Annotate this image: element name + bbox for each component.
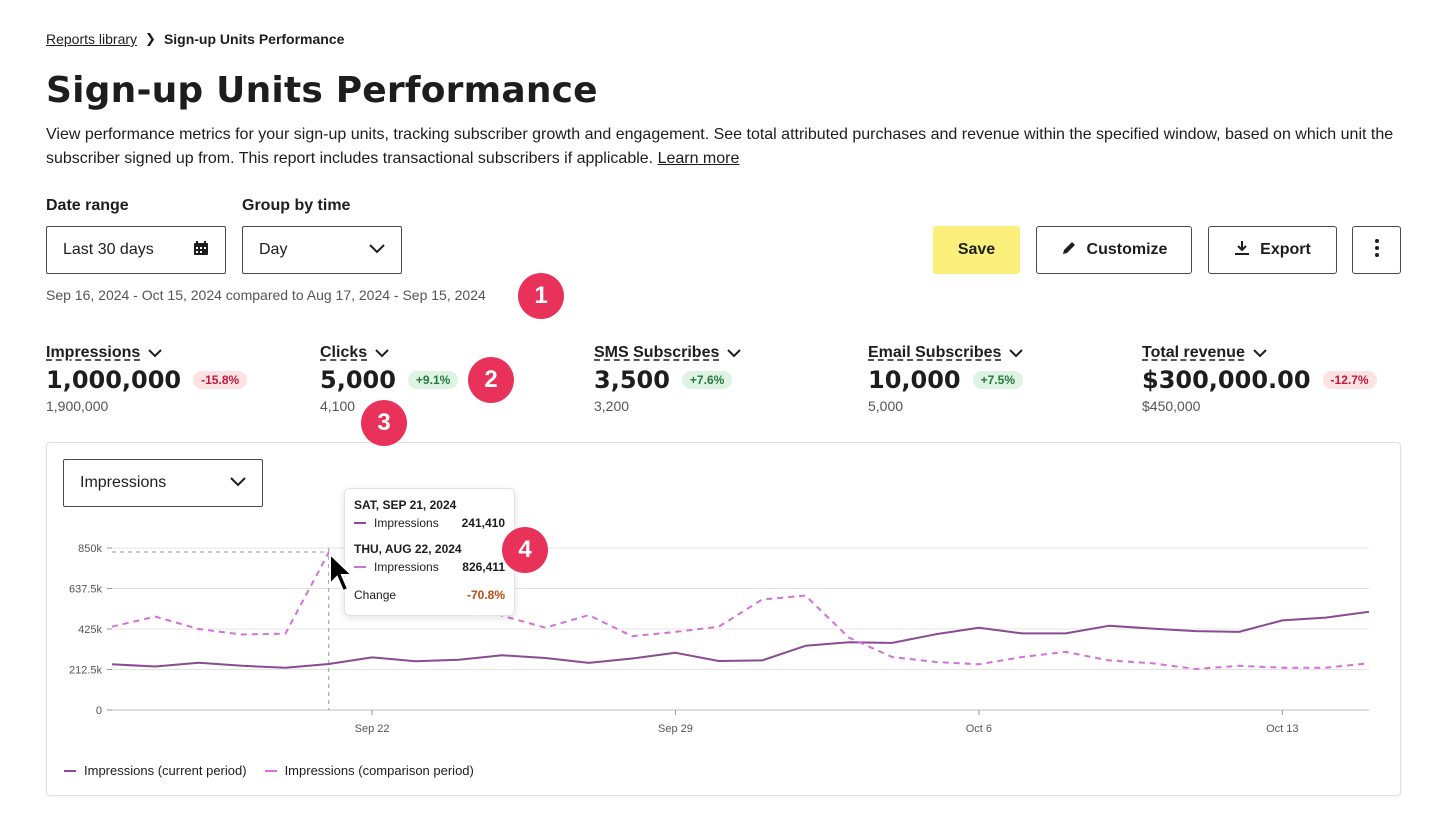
comparison-line-swatch bbox=[354, 566, 366, 568]
chevron-down-icon bbox=[375, 348, 389, 357]
chevron-down-icon bbox=[727, 348, 742, 357]
metric-email-subscribes[interactable]: Email Subscribes 10,000 +7.5% 5,000 bbox=[868, 344, 1024, 414]
tooltip-compare-label: Impressions bbox=[374, 560, 439, 574]
customize-button-label: Customize bbox=[1086, 241, 1168, 258]
breadcrumb: Reports library ❯ Sign-up Units Performa… bbox=[46, 31, 344, 47]
metric-clicks[interactable]: Clicks 5,000 +9.1% 4,100 bbox=[320, 344, 459, 414]
metric-previous-value: 4,100 bbox=[320, 398, 356, 414]
mouse-pointer-icon bbox=[329, 552, 354, 593]
save-button[interactable]: Save bbox=[933, 226, 1020, 274]
annotation-marker-4: 4 bbox=[502, 527, 548, 573]
description-text: View performance metrics for your sign-u… bbox=[46, 126, 1394, 167]
metric-label[interactable]: Total revenue bbox=[1142, 344, 1377, 362]
metric-previous-value: 5,000 bbox=[868, 398, 904, 414]
annotation-marker-2: 2 bbox=[468, 357, 514, 403]
chart-metric-select[interactable]: Impressions bbox=[63, 459, 263, 507]
breadcrumb-current: Sign-up Units Performance bbox=[163, 31, 345, 47]
comparison-line-swatch bbox=[264, 769, 277, 772]
metric-label-text: Impressions bbox=[46, 344, 141, 361]
metric-previous-value: 3,200 bbox=[594, 398, 630, 414]
tooltip-compare-value: 826,411 bbox=[462, 560, 505, 574]
tooltip-change-value: -70.8% bbox=[466, 588, 505, 602]
metric-value: 3,500 bbox=[594, 366, 670, 394]
date-range-label: Date range bbox=[46, 197, 129, 214]
chevron-down-icon bbox=[1009, 348, 1024, 357]
metric-value: 10,000 bbox=[868, 366, 961, 394]
metric-impressions[interactable]: Impressions 1,000,000 -15.8% 1,900,000 bbox=[46, 344, 248, 414]
more-vertical-icon bbox=[1374, 238, 1379, 262]
tooltip-current-label: Impressions bbox=[374, 516, 439, 530]
metric-label-text: Email Subscribes bbox=[868, 344, 1002, 361]
change-badge: -12.7% bbox=[1322, 371, 1377, 389]
metric-label[interactable]: SMS Subscribes bbox=[594, 344, 742, 362]
metric-total-revenue[interactable]: Total revenue $300,000.00 -12.7% $450,000 bbox=[1142, 344, 1377, 414]
date-range-picker[interactable]: Last 30 days bbox=[46, 226, 226, 274]
annotation-marker-1: 1 bbox=[518, 273, 564, 319]
current-line-swatch bbox=[354, 522, 366, 524]
legend-item-comparison[interactable]: Impressions (comparison period) bbox=[264, 763, 474, 778]
group-by-select[interactable]: Day bbox=[242, 226, 402, 274]
chevron-down-icon bbox=[1253, 348, 1267, 357]
page-title: Sign-up Units Performance bbox=[46, 70, 598, 111]
page-description: View performance metrics for your sign-u… bbox=[46, 123, 1406, 171]
metric-previous-value: 1,900,000 bbox=[46, 398, 109, 414]
save-button-label: Save bbox=[957, 241, 996, 258]
metric-label-text: Clicks bbox=[320, 344, 368, 361]
customize-button[interactable]: Customize bbox=[1036, 226, 1192, 274]
calendar-icon bbox=[193, 240, 209, 261]
tooltip-change-row: Change -70.8% bbox=[354, 588, 505, 602]
metric-value: 5,000 bbox=[320, 366, 396, 394]
metric-value: $300,000.00 bbox=[1142, 366, 1311, 394]
legend-label: Impressions (comparison period) bbox=[284, 763, 474, 778]
change-badge: -15.8% bbox=[193, 371, 248, 389]
legend-item-current[interactable]: Impressions (current period) bbox=[64, 763, 247, 778]
annotation-marker-3: 3 bbox=[361, 400, 407, 446]
tooltip-change-label: Change bbox=[354, 588, 397, 602]
more-options-button[interactable] bbox=[1352, 226, 1401, 274]
tooltip-current-row: Impressions 241,410 bbox=[354, 516, 505, 530]
metric-sms-subscribes[interactable]: SMS Subscribes 3,500 +7.6% 3,200 bbox=[594, 344, 742, 414]
metric-label-text: Total revenue bbox=[1142, 344, 1245, 361]
tooltip-current-date: SAT, SEP 21, 2024 bbox=[354, 498, 457, 512]
export-button[interactable]: Export bbox=[1208, 226, 1337, 274]
change-badge: +7.5% bbox=[972, 371, 1023, 389]
metric-label[interactable]: Email Subscribes bbox=[868, 344, 1024, 362]
pencil-icon bbox=[1061, 240, 1077, 261]
change-badge: +9.1% bbox=[407, 371, 459, 389]
tooltip-current-value: 241,410 bbox=[461, 516, 505, 530]
learn-more-link[interactable]: Learn more bbox=[657, 150, 740, 167]
chart-metric-value: Impressions bbox=[80, 474, 167, 491]
chevron-down-icon bbox=[369, 241, 385, 259]
current-line-swatch bbox=[64, 769, 76, 772]
group-by-value: Day bbox=[259, 241, 288, 258]
chevron-right-icon: ❯ bbox=[145, 31, 156, 46]
date-comparison-text: Sep 16, 2024 - Oct 15, 2024 compared to … bbox=[46, 287, 486, 303]
metric-label[interactable]: Clicks bbox=[320, 344, 458, 362]
chart-tooltip: SAT, SEP 21, 2024 Impressions 241,410 TH… bbox=[344, 488, 515, 616]
tooltip-compare-date: THU, AUG 22, 2024 bbox=[354, 542, 462, 556]
metric-previous-value: $450,000 bbox=[1142, 398, 1201, 414]
change-badge: +7.6% bbox=[681, 371, 733, 389]
date-range-value: Last 30 days bbox=[63, 241, 154, 258]
legend-label: Impressions (current period) bbox=[84, 763, 247, 778]
chevron-down-icon bbox=[230, 474, 246, 492]
export-button-label: Export bbox=[1260, 241, 1311, 258]
chevron-down-icon bbox=[148, 348, 162, 357]
metric-label-text: SMS Subscribes bbox=[594, 344, 720, 361]
breadcrumb-link-reports-library[interactable]: Reports library bbox=[46, 31, 138, 47]
metric-label[interactable]: Impressions bbox=[46, 344, 247, 362]
download-icon bbox=[1234, 240, 1250, 261]
group-by-label: Group by time bbox=[242, 197, 351, 214]
metric-value: 1,000,000 bbox=[46, 366, 182, 394]
tooltip-compare-row: Impressions 826,411 bbox=[354, 560, 505, 574]
chart-legend: Impressions (current period) Impressions… bbox=[64, 763, 474, 778]
